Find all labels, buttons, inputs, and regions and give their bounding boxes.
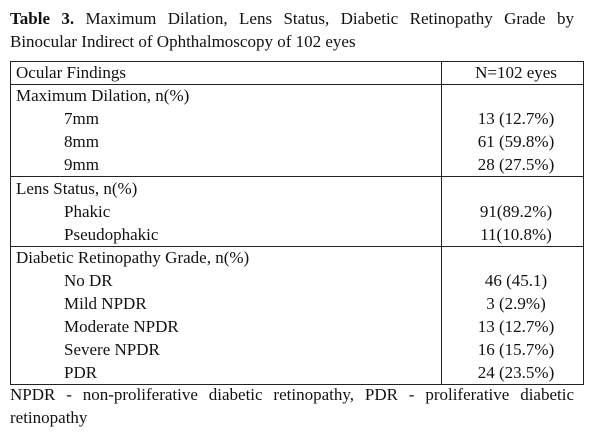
row-label: Moderate NPDR — [64, 317, 179, 337]
rule — [10, 176, 584, 177]
row-label: Mild NPDR — [64, 294, 147, 313]
rule — [441, 61, 442, 385]
rule — [10, 246, 584, 247]
row-label: Severe NPDR — [64, 340, 160, 360]
row-label: No DR — [64, 270, 113, 290]
rule — [583, 61, 584, 385]
rule — [10, 61, 11, 385]
footnote: NPDR - non-proliferative diabetic retino… — [10, 385, 574, 427]
value-cell: 16 (15.7%) — [477, 340, 555, 360]
value-cell: 28 (27.5%) — [477, 155, 555, 175]
value-cell: 3 (2.9%) — [486, 294, 546, 313]
value-cell: 24 (23.5%) — [477, 363, 555, 383]
row-label: Phakic — [64, 201, 111, 221]
rule — [10, 61, 584, 62]
table-caption: Table 3. Maximum Dilation, Lens Status, … — [10, 7, 574, 53]
value-cell: N=102 eyes — [475, 63, 557, 82]
section-title: Lens Status, n(%) — [16, 178, 138, 198]
value-cell: 11(10.8%) — [480, 224, 552, 244]
caption-label: Table 3. — [10, 9, 75, 28]
row-label: 9mm — [64, 155, 99, 175]
section-title: Diabetic Retinopathy Grade, n(%) — [16, 247, 250, 267]
value-cell: 13 (12.7%) — [477, 109, 555, 129]
row-label: Pseudophakic — [64, 224, 159, 244]
value-cell: 46 (45.1) — [484, 270, 548, 290]
row-label: 7mm — [64, 109, 99, 129]
value-cell: 91(89.2%) — [479, 201, 553, 221]
rule — [10, 384, 584, 385]
row-label: 8mm — [64, 132, 99, 152]
caption-text: Maximum Dilation, Lens Status, Diabetic … — [10, 9, 574, 51]
row-label: PDR — [64, 363, 98, 383]
value-cell: 61 (59.8%) — [477, 132, 555, 152]
value-cell: 13 (12.7%) — [477, 317, 555, 337]
rule — [10, 84, 584, 86]
column-header: Ocular Findings — [16, 63, 127, 82]
section-title: Maximum Dilation, n(%) — [16, 86, 190, 106]
